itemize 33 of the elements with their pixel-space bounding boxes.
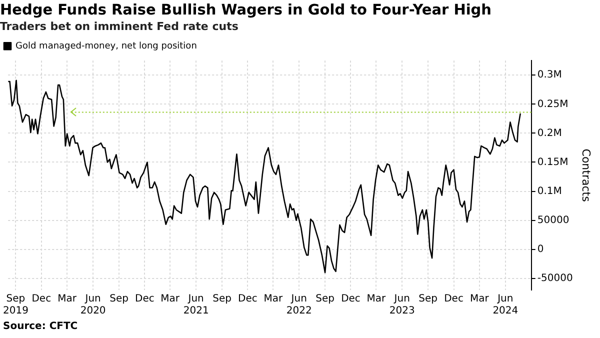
- x-tick-label: Sep: [418, 294, 438, 305]
- x-tick-label: Mar: [264, 294, 284, 305]
- y-tick-label: 0.2M: [537, 128, 562, 139]
- x-tick-label: Dec: [135, 294, 154, 305]
- x-tick-label: Sep 2019: [3, 294, 28, 317]
- x-tick-label: Mar: [366, 294, 386, 305]
- x-tick-label: Mar: [160, 294, 180, 305]
- chart-subtitle: Traders bet on imminent Fed rate cuts: [0, 20, 239, 33]
- y-tick-label: 0.3M: [537, 70, 562, 81]
- x-tick-label: Dec: [32, 294, 52, 305]
- x-tick-label: Dec: [341, 294, 360, 305]
- y-tick-label: -50000: [537, 272, 573, 284]
- x-tick-label: Jun 2020: [80, 294, 106, 317]
- x-tick-label: Jun 2022: [286, 294, 312, 317]
- x-tick-label: Sep: [212, 294, 232, 305]
- y-tick-label: 0.1M: [537, 186, 562, 197]
- chart-title: Hedge Funds Raise Bullish Wagers in Gold to Four-Year High: [0, 2, 492, 18]
- x-tick-label: Jun 2023: [389, 294, 415, 317]
- legend-label: Gold managed-money, net long position: [16, 41, 197, 52]
- y-tick-label: 0.25M: [537, 98, 568, 110]
- y-tick-label: 50000: [537, 214, 570, 226]
- y-axis-title: Contracts: [580, 148, 593, 202]
- x-tick-label: Jun 2024: [492, 294, 518, 317]
- x-tick-label: Jun 2021: [183, 294, 209, 317]
- x-tick-label: Sep: [110, 294, 128, 305]
- x-tick-label: Mar: [470, 294, 490, 305]
- x-tick-label: Dec: [444, 294, 464, 305]
- x-tick-label: Mar: [58, 294, 78, 305]
- x-tick-label: Sep: [316, 294, 334, 305]
- x-tick-label: Dec: [238, 294, 258, 305]
- y-tick-label: 0: [537, 244, 544, 255]
- source-note: Source: CFTC: [3, 321, 78, 332]
- y-tick-label: 0.15M: [537, 156, 568, 168]
